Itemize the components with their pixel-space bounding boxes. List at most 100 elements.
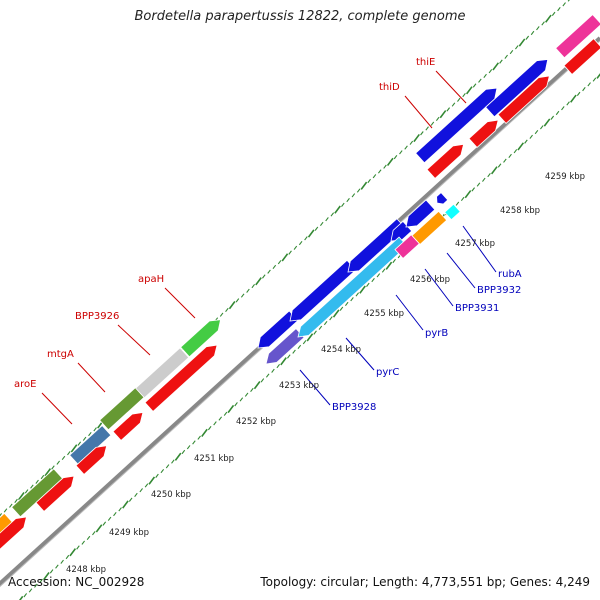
tick-mark [174,452,182,461]
gene-label: aroE [14,379,36,390]
tick-mark [525,35,530,40]
tick-mark [165,464,170,469]
tick-mark [508,153,512,159]
tick-mark [471,187,476,192]
gene-label: thiE [416,57,435,68]
tick-mark [304,236,308,241]
tick-mark [81,540,86,545]
gene-feature [144,344,218,413]
gene-label: pyrB [425,328,448,339]
gene-feature [468,119,499,149]
tick-mark [148,476,156,485]
tick-mark [465,86,473,95]
gene-labels: aroE mtgA BPP3926 apaH thiD thiE BPP3928 pyrC py… [14,57,522,413]
tick-mark [582,87,586,92]
tick-mark [61,455,66,461]
tick-mark [350,297,354,302]
scale-label: 4255 kbp [364,309,404,319]
tick-mark [425,126,429,131]
tick-mark [490,166,498,175]
tick-mark [318,325,323,330]
tick-mark [325,217,329,222]
gene-feature [297,236,408,338]
gene-feature [75,445,108,476]
tick-mark [372,174,377,179]
tick-mark [288,250,292,255]
tick-mark [561,106,565,111]
tick-mark [517,142,525,151]
gene-feature [563,38,600,76]
tick-mark [360,181,368,190]
tick-mark [14,498,18,503]
tick-mark [197,435,201,440]
tick-mark [280,357,287,366]
tick-mark [323,320,328,326]
tick-mark [277,260,282,265]
tick-mark [77,441,82,446]
tick-mark [287,354,291,359]
tick-mark [359,285,366,294]
tick-mark [339,306,344,311]
tick-mark [497,163,502,168]
tick-mark [404,145,408,150]
tick-mark [107,516,112,521]
tick-mark [351,193,356,198]
tick-mark [555,110,560,116]
gene-feature [444,203,461,221]
tick-mark [181,449,186,455]
tick-mark [102,521,107,526]
tick-mark [381,268,386,273]
tick-mark [24,489,29,494]
tick-mark [462,92,466,98]
tick-mark [155,473,159,478]
tick-mark [186,445,191,450]
tick-mark [329,316,333,321]
tick-mark [392,258,396,264]
tick-mark [319,221,324,227]
tick-mark [139,488,143,493]
leader-line [164,287,196,319]
tick-mark [576,91,581,96]
tick-mark [293,245,298,250]
label-leader-lines [41,70,497,425]
accession-text: Accession: NC_002928 [8,575,145,589]
tick-mark [314,226,319,231]
tick-mark [95,524,103,533]
scale-label: 4254 kbp [321,345,361,355]
tick-mark [18,595,24,600]
tick-mark [529,134,533,139]
tick-mark [371,278,375,283]
tick-mark [213,421,217,426]
gene-feature [436,192,449,205]
tick-mark [435,116,440,122]
tick-mark [60,559,64,564]
genes [0,13,600,550]
tick-mark [439,110,447,119]
tick-mark [313,330,317,335]
tick-mark [201,428,208,437]
tick-mark [334,205,341,214]
tick-mark [518,38,526,47]
tick-mark [253,381,261,390]
gene-label: BPP3931 [455,303,499,314]
gene-feature [69,425,112,466]
tick-mark [43,572,50,581]
tick-mark [446,107,451,112]
tick-mark [218,416,223,421]
tick-mark [235,298,240,303]
tick-mark [534,129,539,135]
tick-mark [464,190,472,199]
tick-mark [536,26,540,31]
tick-mark [509,49,514,55]
tick-mark [492,62,500,71]
tick-mark [207,426,212,431]
tick-mark [18,492,25,501]
tick-mark [356,188,361,193]
leader-line [77,362,106,393]
leader-line [117,324,151,356]
tick-mark [228,301,236,310]
tick-mark [472,83,477,88]
tick-mark [44,468,52,477]
leader-line [435,70,467,104]
